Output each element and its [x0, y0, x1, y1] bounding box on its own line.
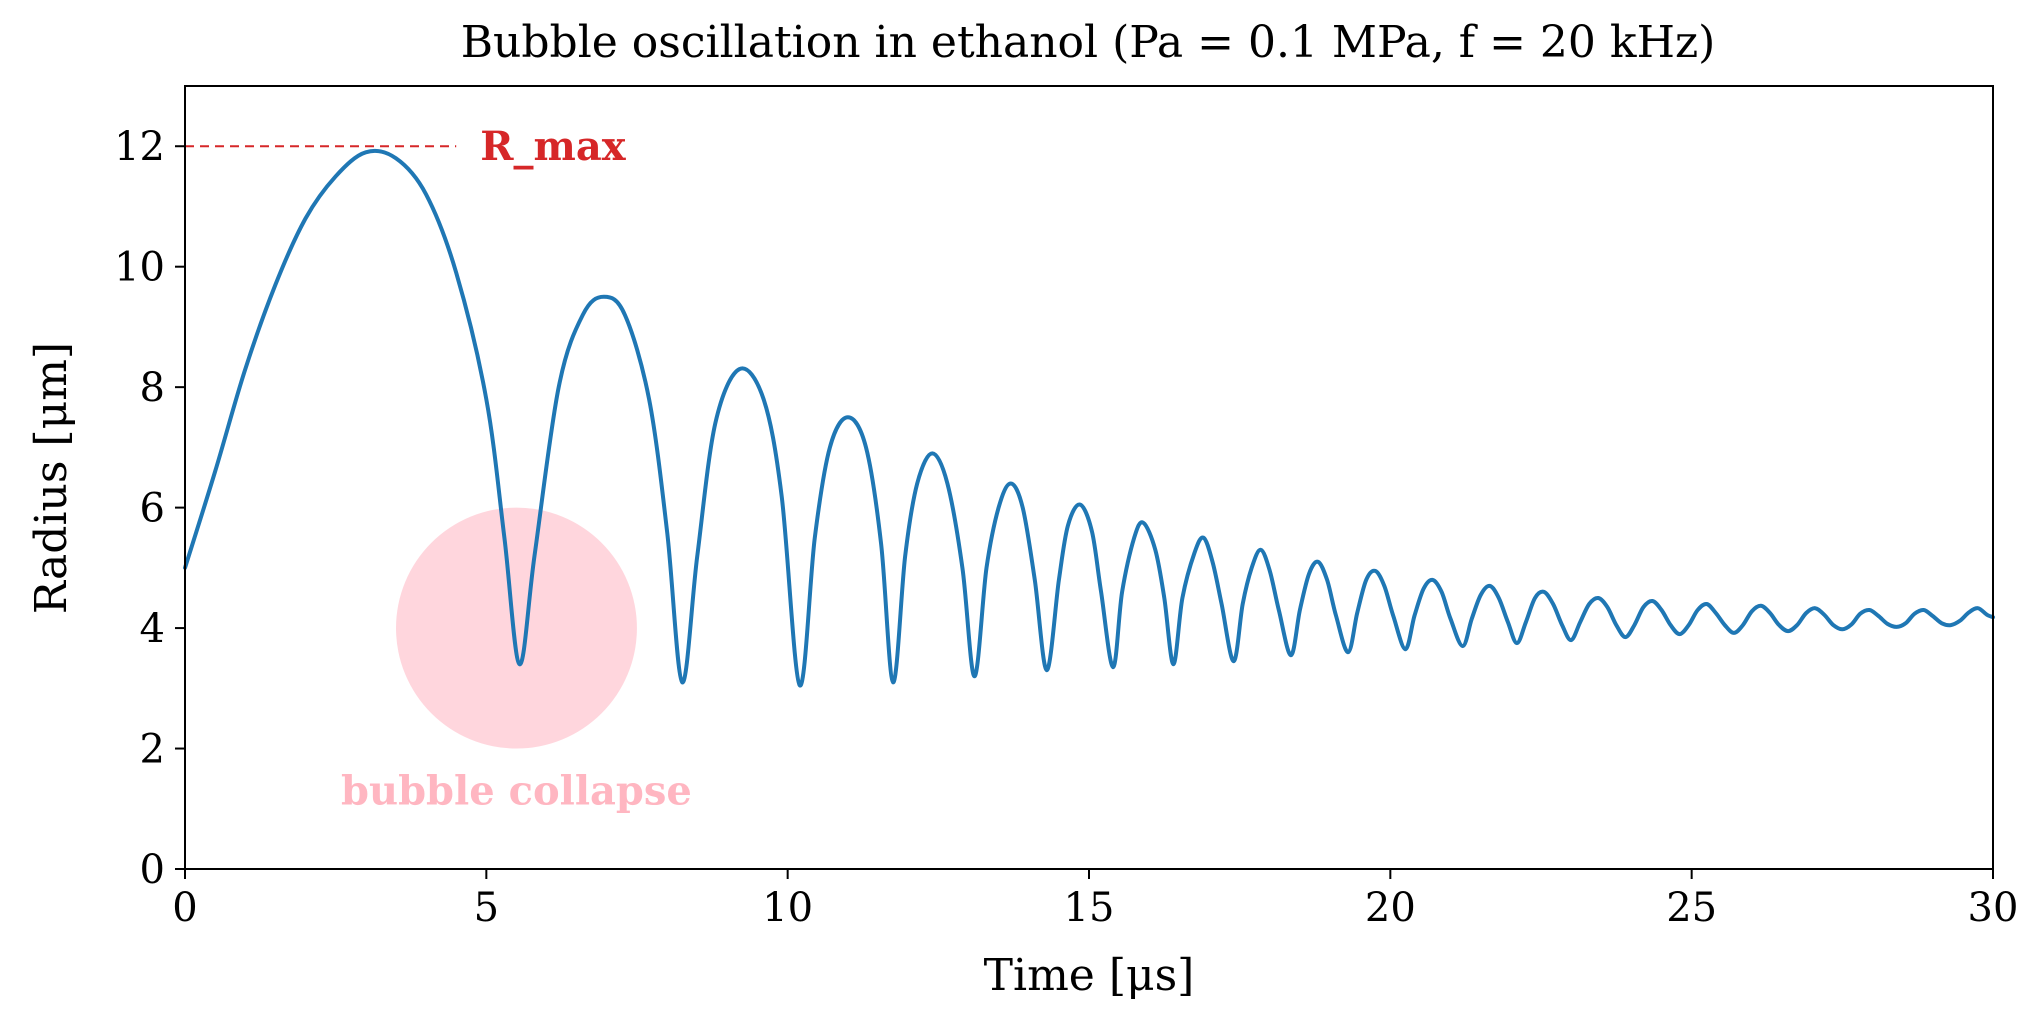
x-tick-label-5: 5: [474, 885, 499, 931]
y-tick-label-0: 0: [140, 847, 165, 893]
data-series: [183, 148, 1995, 688]
x-axis-label: Time [μs]: [984, 950, 1195, 1001]
rmax-label: R_max: [480, 123, 626, 170]
x-tick-label-30: 30: [1968, 885, 2019, 931]
y-tick-label-2: 2: [140, 727, 165, 773]
collapse-annotation: bubble collapse: [341, 507, 692, 815]
x-tick-label-10: 10: [762, 885, 813, 931]
y-tick-label-6: 6: [140, 486, 165, 532]
y-tick-label-8: 8: [140, 365, 165, 411]
y-tick-label-10: 10: [114, 245, 165, 291]
series-line-0: [183, 148, 1995, 688]
rmax-annotation: R_max: [185, 123, 627, 170]
x-tick-label-25: 25: [1666, 885, 1717, 931]
x-tick-label-15: 15: [1064, 885, 1115, 931]
x-tick-label-0: 0: [172, 885, 197, 931]
plot-area-frame: [184, 85, 1994, 870]
y-tick-label-4: 4: [140, 606, 165, 652]
collapse-label: bubble collapse: [341, 768, 692, 815]
collapse-circle: [396, 507, 637, 749]
axis-ticks: 0 5 10 15 20 25 30 0 2 4 6 8 10 12: [114, 124, 2018, 931]
chart-title: Bubble oscillation in ethanol (Pa = 0.1 …: [461, 17, 1716, 68]
x-tick-label-20: 20: [1365, 885, 1416, 931]
y-axis-label: Radius [μm]: [26, 342, 77, 614]
y-tick-label-12: 12: [114, 124, 165, 170]
